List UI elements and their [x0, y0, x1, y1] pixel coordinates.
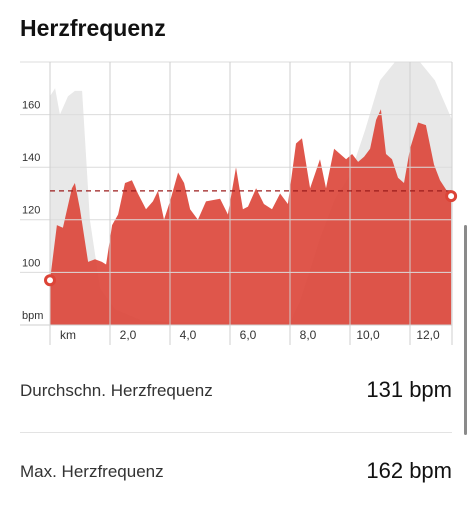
y-tick-label: 120 [22, 205, 40, 217]
stat-label: Max. Herzfrequenz [20, 462, 164, 481]
stat-value: 131 bpm [366, 377, 452, 402]
y-tick-label: bpm [22, 310, 43, 322]
x-tick-label: 2,0 [120, 328, 137, 342]
y-tick-label: 160 [22, 100, 40, 112]
x-tick-label: 4,0 [180, 328, 197, 342]
stat-label: Durchschn. Herzfrequenz [20, 381, 213, 400]
divider [20, 432, 452, 433]
x-tick-label: 10,0 [356, 328, 380, 342]
y-tick-label: 140 [22, 152, 40, 164]
scrollbar [464, 225, 467, 435]
x-tick-label: km [60, 328, 76, 342]
end-marker [44, 274, 56, 287]
x-tick-label: 8,0 [300, 328, 317, 342]
x-tick-label: 6,0 [240, 328, 257, 342]
y-tick-label: 100 [22, 257, 40, 269]
x-tick-label: 12,0 [416, 328, 440, 342]
area [50, 109, 452, 325]
stat-value: 162 bpm [366, 458, 452, 483]
end-marker [445, 190, 458, 203]
chart-title: Herzfrequenz [20, 15, 166, 41]
chart: Herzfrequenz bpm 100 120 140 160 km 2,0 4,0 6,0 8… [20, 15, 458, 345]
